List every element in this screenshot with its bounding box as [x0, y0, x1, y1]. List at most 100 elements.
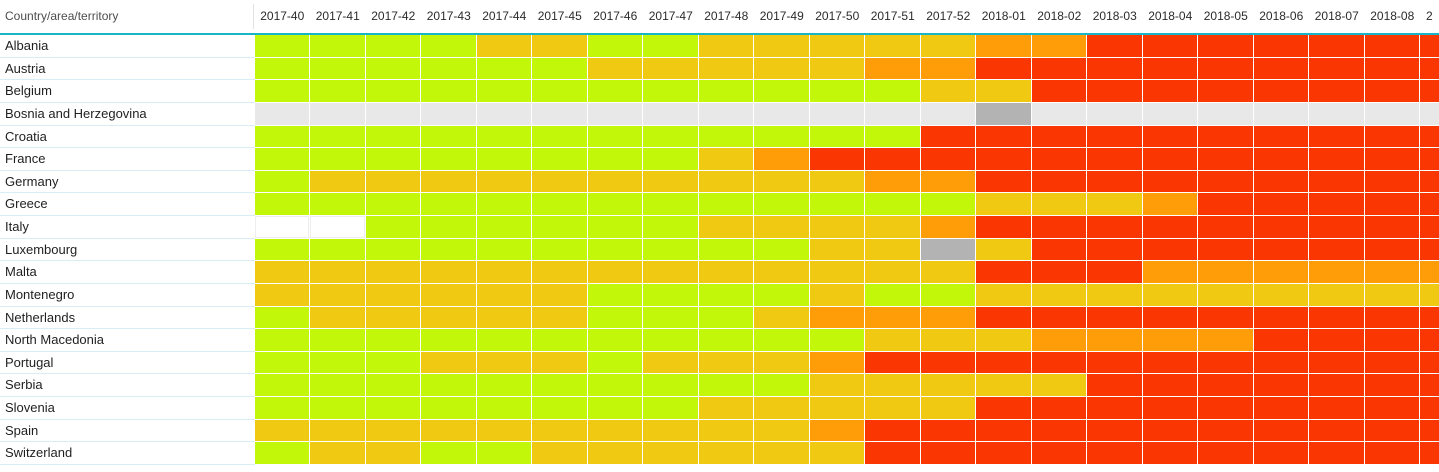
- heatmap-cell[interactable]: [587, 329, 643, 352]
- heatmap-cell[interactable]: [310, 329, 366, 352]
- heatmap-cell[interactable]: [476, 442, 532, 465]
- heatmap-cell[interactable]: [1142, 193, 1198, 216]
- heatmap-cell[interactable]: [587, 397, 643, 420]
- heatmap-cell[interactable]: [1364, 238, 1420, 262]
- heatmap-cell[interactable]: [587, 125, 643, 149]
- heatmap-cell[interactable]: [587, 35, 643, 58]
- heatmap-cell[interactable]: [1087, 102, 1143, 126]
- col-header-week[interactable]: 2017-50: [815, 9, 860, 23]
- heatmap-cell[interactable]: [1031, 283, 1087, 307]
- heatmap-cell[interactable]: [254, 80, 310, 103]
- heatmap-cell[interactable]: [809, 57, 865, 81]
- row-label-country[interactable]: Serbia: [0, 374, 255, 397]
- heatmap-cell[interactable]: [476, 80, 532, 103]
- heatmap-cell[interactable]: [254, 238, 310, 262]
- heatmap-cell[interactable]: [1420, 170, 1439, 194]
- heatmap-cell[interactable]: [809, 80, 865, 103]
- heatmap-cell[interactable]: [421, 80, 477, 103]
- col-header-week[interactable]: 2017-44: [482, 9, 527, 23]
- heatmap-cell[interactable]: [698, 261, 754, 284]
- row-label-country[interactable]: Spain: [0, 419, 255, 443]
- heatmap-cell[interactable]: [365, 306, 421, 330]
- heatmap-cell[interactable]: [532, 306, 588, 330]
- heatmap-cell[interactable]: [1420, 193, 1439, 216]
- heatmap-cell[interactable]: [1198, 351, 1254, 375]
- heatmap-cell[interactable]: [532, 216, 588, 239]
- row-label-country[interactable]: Netherlands: [0, 306, 255, 330]
- heatmap-cell[interactable]: [310, 57, 366, 81]
- heatmap-cell[interactable]: [1198, 57, 1254, 81]
- heatmap-cell[interactable]: [920, 80, 976, 103]
- heatmap-cell[interactable]: [1198, 442, 1254, 465]
- heatmap-cell[interactable]: [754, 283, 810, 307]
- heatmap-cell[interactable]: [254, 102, 310, 126]
- heatmap-cell[interactable]: [532, 125, 588, 149]
- heatmap-cell[interactable]: [1142, 170, 1198, 194]
- heatmap-cell[interactable]: [865, 419, 921, 443]
- heatmap-cell[interactable]: [254, 442, 310, 465]
- heatmap-cell[interactable]: [1087, 35, 1143, 58]
- heatmap-cell[interactable]: [1420, 35, 1439, 58]
- heatmap-cell[interactable]: [809, 283, 865, 307]
- heatmap-cell[interactable]: [421, 261, 477, 284]
- col-header-week[interactable]: 2: [1426, 9, 1433, 23]
- row-label-country[interactable]: Austria: [0, 57, 255, 81]
- heatmap-cell[interactable]: [1420, 216, 1439, 239]
- heatmap-cell[interactable]: [421, 170, 477, 194]
- heatmap-cell[interactable]: [310, 170, 366, 194]
- heatmap-cell[interactable]: [976, 351, 1032, 375]
- heatmap-cell[interactable]: [1087, 419, 1143, 443]
- heatmap-cell[interactable]: [698, 397, 754, 420]
- heatmap-cell[interactable]: [310, 397, 366, 420]
- heatmap-cell[interactable]: [365, 374, 421, 397]
- heatmap-cell[interactable]: [698, 102, 754, 126]
- heatmap-cell[interactable]: [1087, 306, 1143, 330]
- heatmap-cell[interactable]: [976, 329, 1032, 352]
- heatmap-cell[interactable]: [920, 351, 976, 375]
- heatmap-cell[interactable]: [1142, 261, 1198, 284]
- heatmap-cell[interactable]: [809, 306, 865, 330]
- heatmap-cell[interactable]: [1253, 102, 1309, 126]
- heatmap-cell[interactable]: [1309, 351, 1365, 375]
- heatmap-cell[interactable]: [254, 374, 310, 397]
- col-header-week[interactable]: 2018-05: [1203, 9, 1248, 23]
- heatmap-cell[interactable]: [1142, 397, 1198, 420]
- heatmap-cell[interactable]: [1142, 374, 1198, 397]
- heatmap-cell[interactable]: [421, 351, 477, 375]
- heatmap-cell[interactable]: [1309, 170, 1365, 194]
- heatmap-cell[interactable]: [643, 216, 699, 239]
- heatmap-cell[interactable]: [976, 306, 1032, 330]
- heatmap-cell[interactable]: [365, 148, 421, 171]
- heatmap-cell[interactable]: [809, 397, 865, 420]
- heatmap-cell[interactable]: [1420, 148, 1439, 171]
- heatmap-cell[interactable]: [1364, 125, 1420, 149]
- heatmap-cell[interactable]: [310, 80, 366, 103]
- heatmap-cell[interactable]: [587, 216, 643, 239]
- heatmap-cell[interactable]: [643, 238, 699, 262]
- heatmap-cell[interactable]: [365, 329, 421, 352]
- heatmap-cell[interactable]: [809, 148, 865, 171]
- heatmap-cell[interactable]: [1142, 419, 1198, 443]
- heatmap-cell[interactable]: [1031, 102, 1087, 126]
- heatmap-cell[interactable]: [920, 102, 976, 126]
- heatmap-cell[interactable]: [1198, 397, 1254, 420]
- heatmap-cell[interactable]: [310, 442, 366, 465]
- heatmap-cell[interactable]: [476, 238, 532, 262]
- heatmap-cell[interactable]: [698, 35, 754, 58]
- heatmap-cell[interactable]: [976, 102, 1032, 126]
- heatmap-cell[interactable]: [587, 283, 643, 307]
- heatmap-cell[interactable]: [365, 419, 421, 443]
- heatmap-cell[interactable]: [365, 170, 421, 194]
- heatmap-cell[interactable]: [865, 193, 921, 216]
- heatmap-cell[interactable]: [1420, 102, 1439, 126]
- heatmap-cell[interactable]: [754, 35, 810, 58]
- heatmap-cell[interactable]: [1031, 329, 1087, 352]
- heatmap-cell[interactable]: [1309, 35, 1365, 58]
- heatmap-cell[interactable]: [920, 57, 976, 81]
- heatmap-cell[interactable]: [1253, 374, 1309, 397]
- heatmap-cell[interactable]: [1087, 238, 1143, 262]
- heatmap-cell[interactable]: [476, 125, 532, 149]
- row-label-country[interactable]: France: [0, 148, 255, 171]
- heatmap-cell[interactable]: [1142, 283, 1198, 307]
- heatmap-cell[interactable]: [976, 261, 1032, 284]
